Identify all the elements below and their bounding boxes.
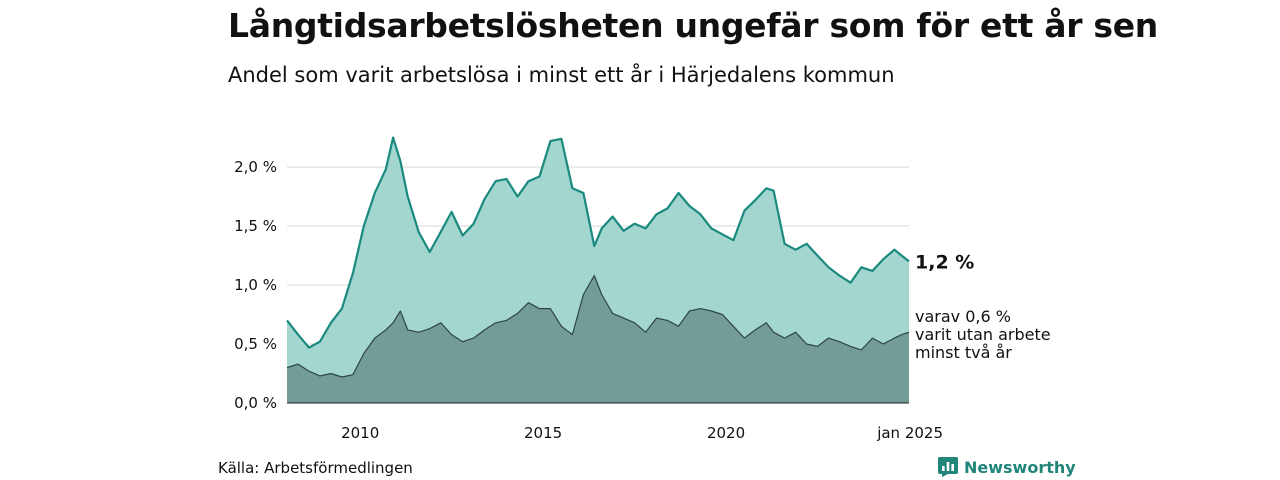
- brand-logo: Newsworthy: [938, 457, 1076, 477]
- long-term-area: [287, 275, 909, 403]
- axes: 0,0 % 0,5 % 1,0 % 1,5 % 2,0 % 2010 2015 2020 jan…: [234, 158, 943, 442]
- chart-subtitle: Andel som varit arbetslösa i minst ett å…: [228, 63, 895, 87]
- brand-name: Newsworthy: [964, 457, 1076, 477]
- total-line: [286, 136, 910, 349]
- y-tick-label: 2,0 %: [234, 158, 277, 176]
- chart-title: Långtidsarbetslösheten ungefär som för e…: [228, 6, 1158, 45]
- x-tick-label: 2020: [707, 424, 745, 442]
- long-term-end-label: minst två år: [915, 343, 1012, 362]
- newsworthy-icon: [938, 457, 958, 477]
- long-term-line: [286, 275, 910, 378]
- chart-areas: [286, 136, 910, 403]
- x-tick-label: 2015: [524, 424, 562, 442]
- long-term-end-label: varit utan arbete: [915, 325, 1051, 344]
- long-term-end-label: varav 0,6 %: [915, 307, 1011, 326]
- x-tick-label: jan 2025: [876, 424, 943, 442]
- y-tick-label: 1,0 %: [234, 276, 277, 294]
- x-tick-label: 2010: [341, 424, 379, 442]
- source-note: Källa: Arbetsförmedlingen: [218, 459, 413, 477]
- y-tick-label: 0,0 %: [234, 394, 277, 412]
- y-tick-label: 0,5 %: [234, 335, 277, 353]
- total-end-label: 1,2 %: [915, 251, 974, 273]
- y-tick-label: 1,5 %: [234, 217, 277, 235]
